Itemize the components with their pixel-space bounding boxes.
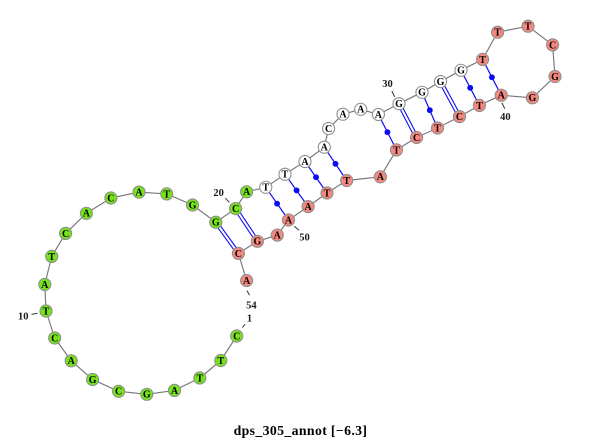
svg-text:T: T (262, 183, 269, 194)
svg-text:C: C (325, 124, 332, 135)
svg-text:T: T (217, 356, 224, 367)
svg-text:G: G (457, 66, 465, 77)
svg-text:A: A (243, 187, 251, 198)
svg-text:T: T (434, 123, 441, 134)
svg-text:A: A (377, 172, 385, 183)
svg-text:A: A (83, 209, 91, 220)
svg-text:C: C (413, 133, 420, 144)
svg-text:A: A (301, 157, 309, 168)
svg-text:G: G (212, 218, 220, 229)
svg-text:20: 20 (213, 188, 224, 199)
svg-text:G: G (551, 72, 559, 83)
svg-text:A: A (498, 91, 506, 102)
svg-text:C: C (51, 333, 58, 344)
svg-text:G: G (418, 88, 426, 99)
svg-text:G: G (529, 93, 537, 104)
svg-text:A: A (171, 386, 179, 397)
svg-text:C: C (549, 40, 556, 51)
svg-text:A: A (375, 110, 383, 121)
svg-text:A: A (285, 215, 293, 226)
svg-text:A: A (135, 188, 143, 199)
svg-text:C: C (232, 204, 239, 215)
svg-text:T: T (393, 145, 400, 156)
svg-text:T: T (282, 170, 289, 181)
svg-text:T: T (479, 55, 486, 66)
svg-text:dps_305_annot [−6.3]: dps_305_annot [−6.3] (234, 423, 368, 438)
svg-text:A: A (357, 105, 365, 116)
svg-text:T: T (48, 252, 55, 263)
svg-text:T: T (324, 188, 331, 199)
svg-text:G: G (189, 200, 197, 211)
svg-text:T: T (494, 28, 501, 39)
svg-text:40: 40 (500, 112, 511, 123)
svg-text:T: T (343, 176, 350, 187)
svg-text:A: A (68, 356, 76, 367)
svg-text:G: G (437, 77, 445, 88)
svg-text:54: 54 (246, 300, 257, 311)
svg-text:10: 10 (18, 312, 29, 323)
svg-text:1: 1 (247, 314, 252, 325)
svg-text:A: A (304, 202, 312, 213)
svg-text:G: G (395, 99, 403, 110)
svg-text:T: T (196, 373, 203, 384)
svg-text:T: T (163, 189, 170, 200)
svg-text:C: C (115, 387, 122, 398)
svg-text:T: T (476, 101, 483, 112)
svg-text:G: G (254, 237, 262, 248)
svg-text:T: T (43, 306, 50, 317)
svg-text:A: A (321, 143, 329, 154)
svg-text:A: A (41, 280, 49, 291)
svg-text:G: G (143, 390, 151, 401)
svg-text:50: 50 (299, 232, 310, 243)
svg-text:C: C (107, 193, 114, 204)
svg-text:30: 30 (382, 79, 393, 90)
svg-text:C: C (235, 249, 242, 260)
svg-text:A: A (274, 231, 282, 242)
svg-text:C: C (62, 229, 69, 240)
svg-text:A: A (243, 276, 251, 287)
svg-text:C: C (456, 112, 463, 123)
svg-text:C: C (233, 331, 240, 342)
svg-text:G: G (89, 375, 97, 386)
svg-text:A: A (339, 110, 347, 121)
svg-text:T: T (525, 22, 532, 33)
